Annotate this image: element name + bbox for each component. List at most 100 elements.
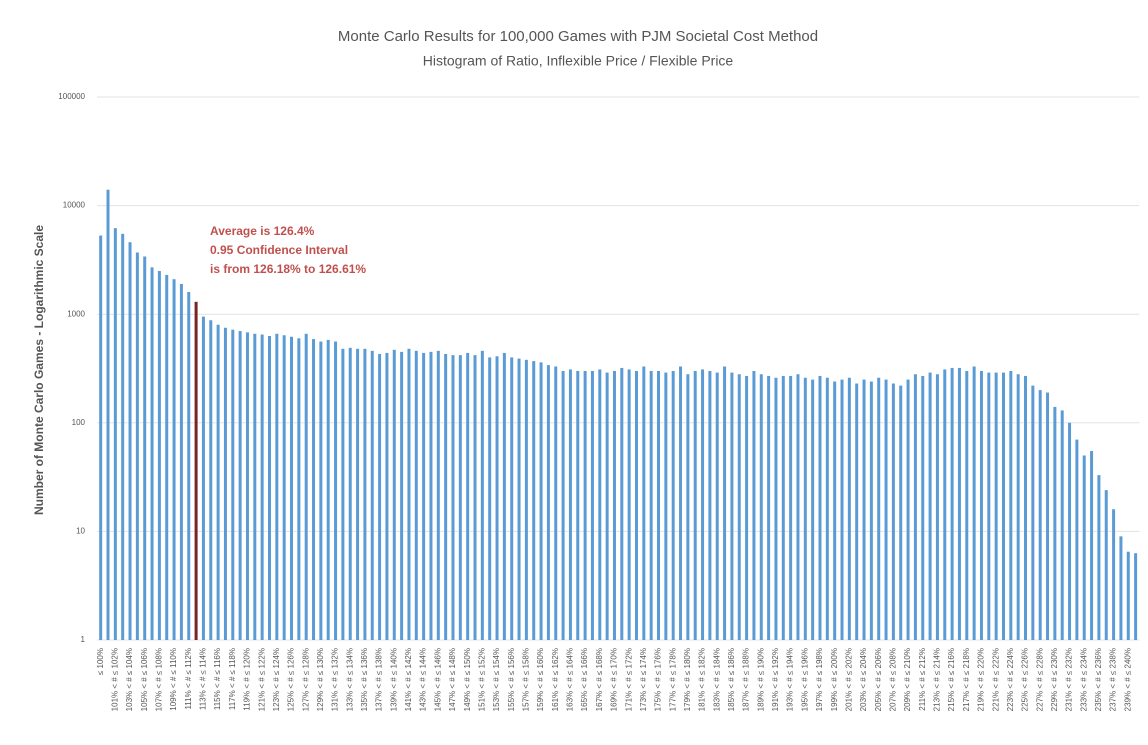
bar (334, 341, 338, 640)
bar (179, 283, 183, 640)
bar (1031, 385, 1035, 640)
bar (818, 375, 822, 640)
bar (363, 348, 367, 640)
bar (275, 333, 279, 640)
bar (1060, 410, 1064, 640)
x-tick-label: 213% < # ≤ 214% (933, 648, 942, 711)
x-tick-label: 207% < # ≤ 208% (888, 648, 897, 711)
bar (906, 379, 910, 640)
bar (679, 366, 683, 640)
x-tick-label: 139% < # ≤ 140% (389, 648, 398, 711)
bar (267, 335, 271, 640)
bar (370, 350, 374, 640)
x-tick-label: 107% < # ≤ 108% (154, 648, 163, 711)
bar (1024, 375, 1028, 640)
x-tick-label: 217% < # ≤ 218% (962, 648, 971, 711)
bar (502, 352, 506, 640)
bar (664, 372, 668, 640)
x-tick-label: 127% < # ≤ 128% (301, 648, 310, 711)
x-tick-label: 209% < # ≤ 210% (903, 648, 912, 711)
bar (1046, 392, 1050, 640)
bar (326, 339, 330, 640)
bar (290, 336, 294, 640)
bar (715, 372, 719, 640)
bar (796, 374, 800, 640)
bar (1068, 422, 1072, 640)
bar (165, 274, 169, 640)
x-tick-label: 131% < # ≤ 132% (331, 648, 340, 711)
x-tick-label: 183% < # ≤ 184% (712, 648, 721, 711)
bar (840, 379, 844, 640)
bar (803, 377, 807, 640)
bar (135, 252, 139, 640)
bar (759, 374, 763, 640)
bar (488, 357, 492, 640)
y-tick-label: 100000 (58, 92, 85, 101)
bar (708, 370, 712, 640)
x-tick-label: 167% < # ≤ 168% (595, 648, 604, 711)
x-tick-label: 193% < # ≤ 194% (786, 648, 795, 711)
bar (341, 348, 345, 640)
bar (201, 316, 205, 640)
bar (1075, 439, 1079, 640)
x-tick-label: 119% < # ≤ 120% (243, 648, 252, 711)
bar (385, 352, 389, 640)
bar (957, 367, 961, 640)
x-tick-label: 219% < # ≤ 220% (977, 648, 986, 711)
x-tick-label: 239% < # ≤ 240% (1123, 648, 1132, 711)
bar (157, 270, 161, 640)
bar (510, 357, 514, 640)
bar (862, 379, 866, 640)
bar (1009, 370, 1013, 640)
bar (701, 369, 705, 640)
bar (99, 235, 103, 640)
bar (869, 381, 873, 640)
bar (620, 367, 624, 640)
x-tick-label: 203% < # ≤ 204% (859, 648, 868, 711)
x-tick-label: 135% < # ≤ 136% (360, 648, 369, 711)
x-tick-label: 125% < # ≤ 126% (287, 648, 296, 711)
bar (1053, 406, 1057, 640)
x-tick-label: 163% < # ≤ 164% (566, 648, 575, 711)
x-tick-label: 173% < # ≤ 174% (639, 648, 648, 711)
bar (671, 370, 675, 640)
bar (466, 352, 470, 640)
bar (972, 366, 976, 640)
chart-title: Monte Carlo Results for 100,000 Games wi… (338, 28, 818, 45)
x-tick-label: 197% < # ≤ 198% (815, 648, 824, 711)
x-tick-label: 141% < # ≤ 142% (404, 648, 413, 711)
bar (392, 349, 396, 640)
y-tick-label: 10 (76, 527, 85, 536)
x-tick-label: 151% < # ≤ 152% (477, 648, 486, 711)
bar (723, 366, 727, 640)
x-tick-label: 143% < # ≤ 144% (419, 648, 428, 711)
bar (657, 370, 661, 640)
x-tick-label: 113% < # ≤ 114% (199, 648, 208, 710)
x-tick-label: 179% < # ≤ 180% (683, 648, 692, 711)
x-tick-label: 211% < # ≤ 212% (918, 648, 927, 711)
bar (921, 375, 925, 640)
x-tick-label: 109% < # ≤ 110% (169, 648, 178, 711)
bar (1082, 455, 1086, 640)
bar (304, 333, 308, 640)
bar (378, 354, 382, 640)
bar (238, 331, 242, 640)
x-tick-label: 153% < # ≤ 154% (492, 648, 501, 711)
x-tick-label: 201% < # ≤ 202% (844, 648, 853, 711)
x-tick-label: 111% < # ≤ 112% (184, 648, 193, 710)
bar (781, 375, 785, 640)
x-tick-label: 205% < # ≤ 206% (874, 648, 883, 711)
x-tick-label: 137% < # ≤ 138% (375, 648, 384, 711)
bar (444, 354, 448, 640)
bar (1090, 450, 1094, 640)
x-tick-label: 159% < # ≤ 160% (536, 648, 545, 711)
bar (223, 327, 227, 640)
annotation: 0.95 Confidence Interval (210, 243, 348, 257)
bar (825, 377, 829, 640)
bar (539, 362, 543, 640)
bar (1001, 372, 1005, 640)
x-tick-label: 105% < # ≤ 106% (140, 648, 149, 711)
bar (150, 267, 154, 640)
y-tick-label: 100 (72, 418, 86, 427)
